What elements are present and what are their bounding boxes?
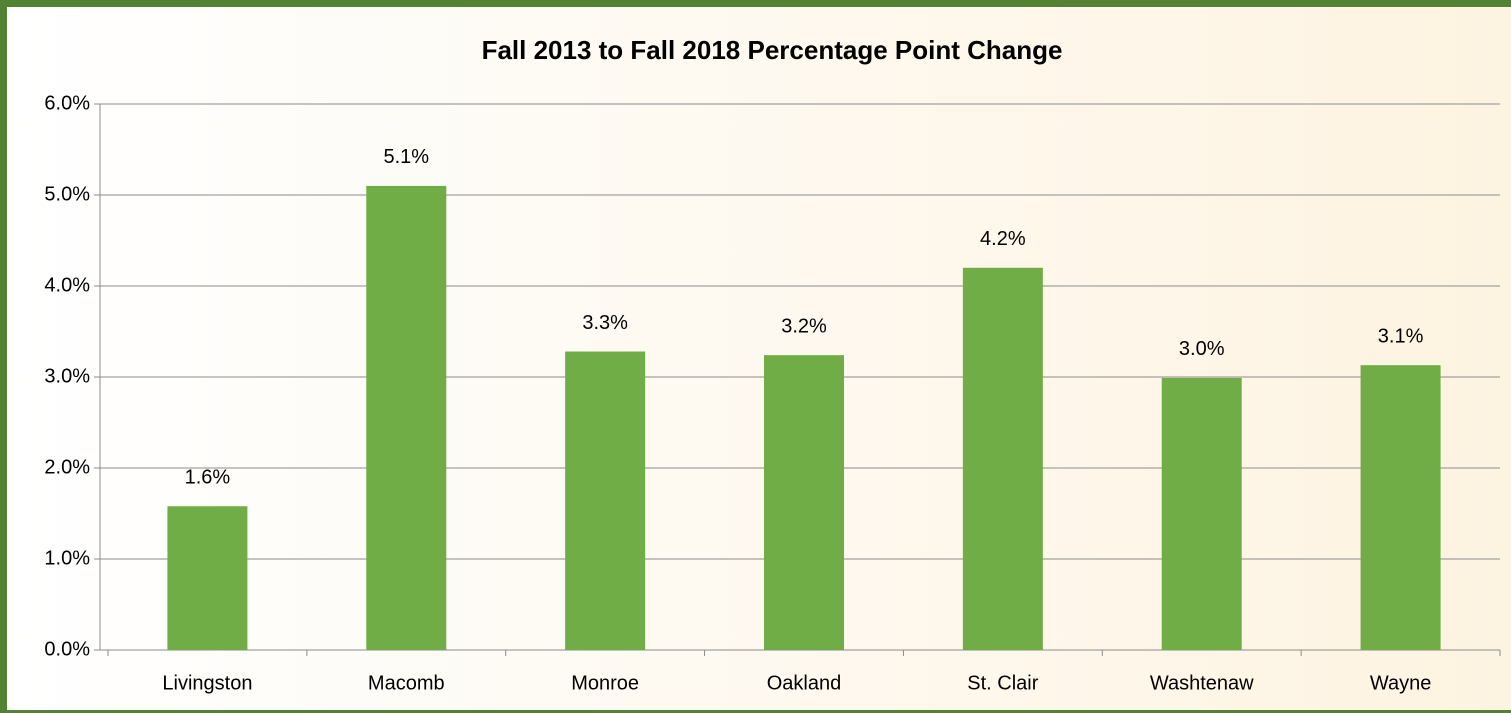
x-tick-label: Wayne	[1370, 672, 1432, 694]
bar	[1161, 377, 1242, 650]
x-tick-label: Macomb	[368, 672, 445, 694]
y-tick-label: 3.0%	[44, 365, 90, 387]
y-tick-label: 0.0%	[44, 638, 90, 660]
y-tick-label: 1.0%	[44, 547, 90, 569]
data-label: 5.1%	[383, 146, 429, 168]
x-tick-label: Washtenaw	[1150, 672, 1254, 694]
data-label: 1.6%	[185, 467, 231, 489]
x-tick-label: Monroe	[571, 672, 639, 694]
bar	[167, 506, 248, 650]
y-tick-label: 6.0%	[44, 92, 90, 114]
y-tick-label: 2.0%	[44, 456, 90, 478]
chart-title: Fall 2013 to Fall 2018 Percentage Point …	[482, 35, 1063, 65]
data-label: 3.0%	[1179, 338, 1225, 360]
data-label: 4.2%	[980, 228, 1026, 250]
bar	[565, 351, 646, 650]
x-tick-label: Livingston	[162, 672, 252, 694]
y-tick-label: 5.0%	[44, 183, 90, 205]
bar	[1360, 365, 1441, 650]
x-tick-label: St. Clair	[967, 672, 1038, 694]
y-tick-label: 4.0%	[44, 274, 90, 296]
data-label: 3.1%	[1378, 325, 1424, 347]
bar	[366, 185, 447, 650]
x-tick-label: Oakland	[767, 672, 842, 694]
background	[7, 7, 1511, 710]
bar	[962, 267, 1043, 650]
data-label: 3.3%	[582, 312, 628, 334]
data-label: 3.2%	[781, 315, 827, 337]
bar	[764, 355, 844, 650]
